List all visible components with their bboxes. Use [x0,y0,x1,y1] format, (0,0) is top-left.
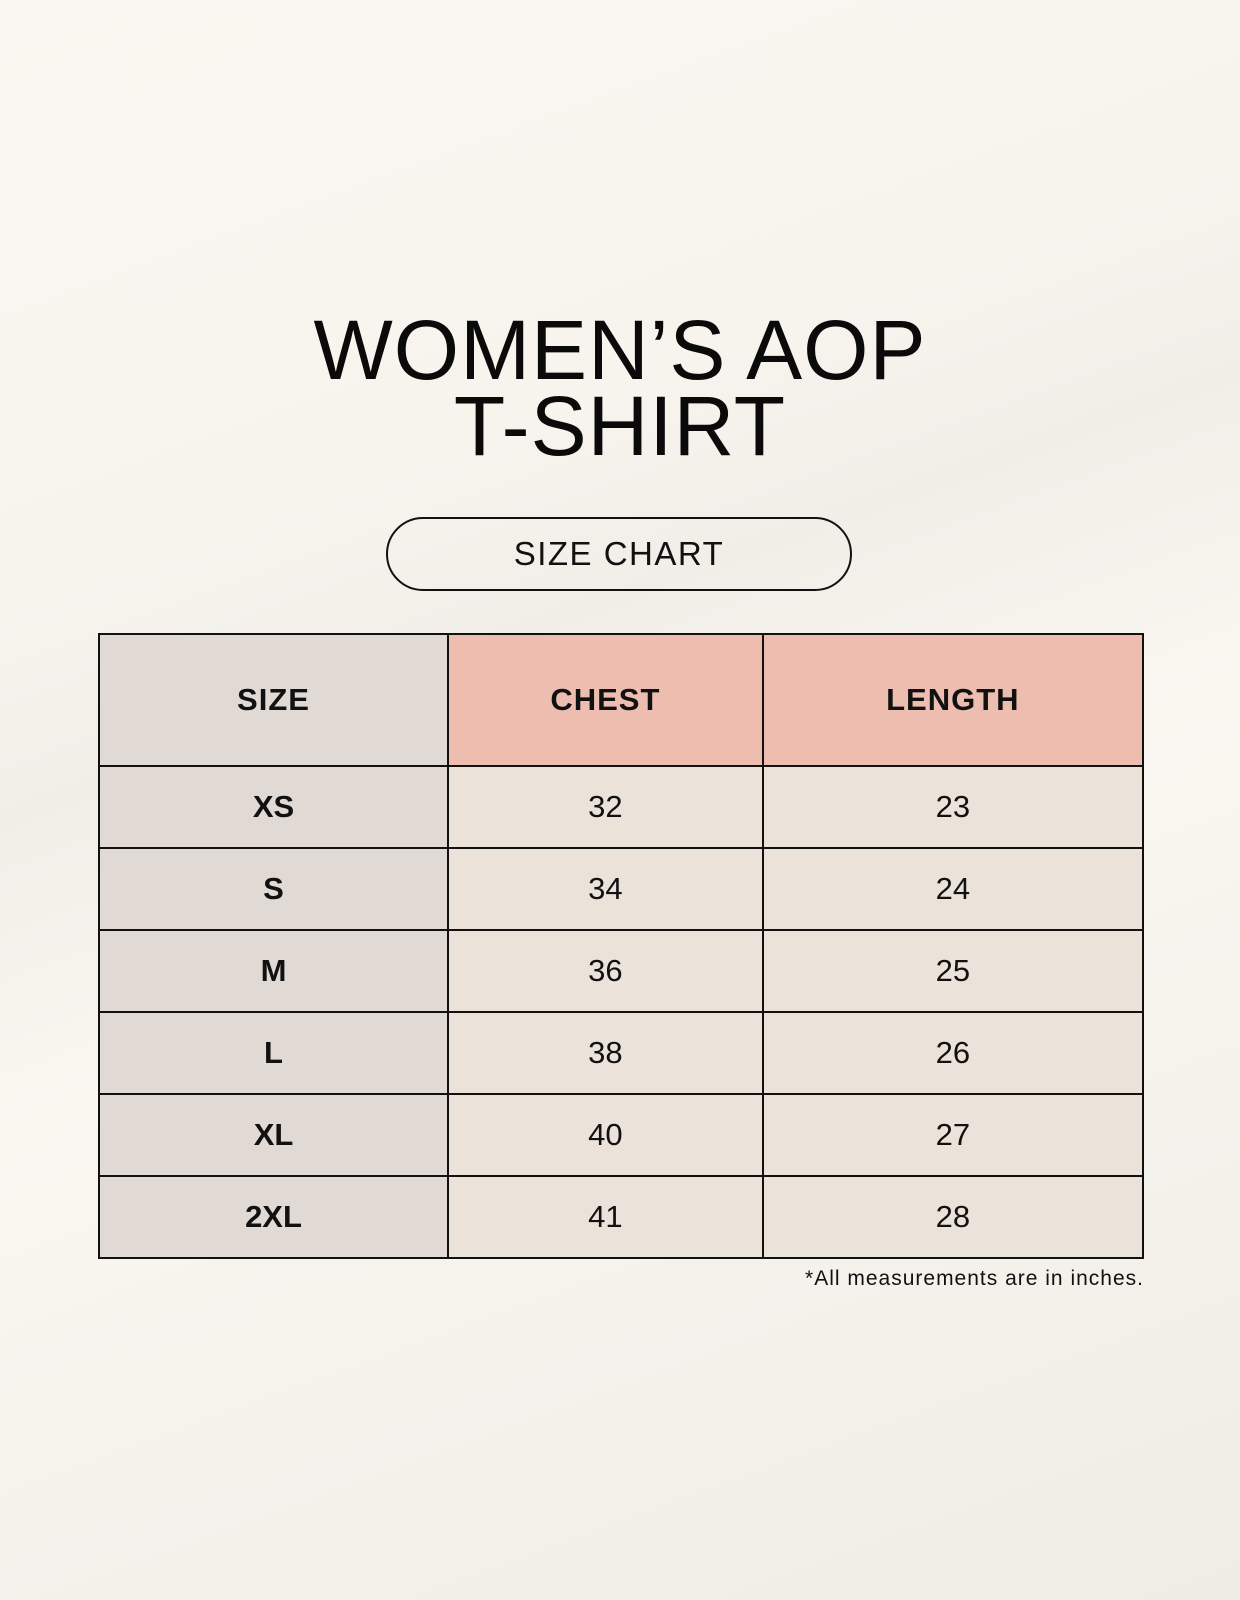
title-line-1: WOMEN’S AOP [313,303,927,397]
table-row: S 34 24 [98,847,1145,931]
cell-length: 24 [761,847,1145,931]
cell-length: 23 [761,765,1145,849]
title-line-2: T-SHIRT [453,379,787,473]
cell-chest: 36 [447,929,764,1013]
cell-size: S [98,847,449,931]
size-table: SIZE CHEST LENGTH XS 32 23 S 34 24 M 36 25 L 38 26 X… [98,633,1145,1259]
cell-length: 26 [761,1011,1145,1095]
cell-size: M [98,929,449,1013]
cell-length: 25 [761,929,1145,1013]
table-row: 2XL 41 28 [98,1175,1145,1259]
table-row: XS 32 23 [98,765,1145,849]
cell-chest: 34 [447,847,764,931]
cell-length: 28 [761,1175,1145,1259]
header-length: LENGTH [761,633,1145,767]
header-size: SIZE [98,633,449,767]
table-row: M 36 25 [98,929,1145,1013]
footnote: *All measurements are in inches. [805,1267,1144,1290]
table-row: L 38 26 [98,1011,1145,1095]
table-header-row: SIZE CHEST LENGTH [98,633,1145,767]
cell-chest: 32 [447,765,764,849]
cell-chest: 38 [447,1011,764,1095]
cell-chest: 41 [447,1175,764,1259]
size-chart-badge: SIZE CHART [386,517,852,591]
table-row: XL 40 27 [98,1093,1145,1177]
cell-size: XL [98,1093,449,1177]
header-chest: CHEST [447,633,764,767]
cell-size: L [98,1011,449,1095]
page-title: WOMEN’S AOP T-SHIRT [0,303,1240,473]
cell-size: 2XL [98,1175,449,1259]
cell-length: 27 [761,1093,1145,1177]
cell-size: XS [98,765,449,849]
cell-chest: 40 [447,1093,764,1177]
